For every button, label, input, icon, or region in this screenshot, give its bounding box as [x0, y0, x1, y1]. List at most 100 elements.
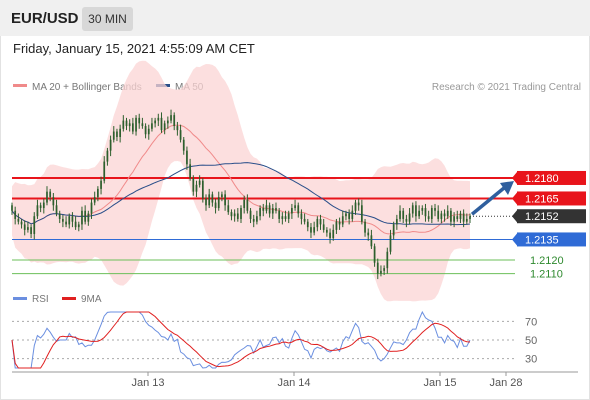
- candle-body: [112, 131, 115, 140]
- candle-body: [322, 224, 325, 230]
- candle-body: [434, 208, 436, 211]
- x-axis: Jan 13 Jan 14 Jan 15 Jan 28: [12, 371, 578, 389]
- candle-body: [284, 216, 287, 219]
- candle-body: [205, 198, 207, 206]
- candle-body: [211, 194, 214, 203]
- candle-body: [252, 218, 255, 222]
- credit-text: Research © 2021 Trading Central: [432, 82, 581, 93]
- candle-body: [227, 205, 230, 213]
- candle-body: [49, 191, 52, 198]
- candle-body: [469, 216, 471, 219]
- candle-body: [278, 210, 281, 219]
- candle-body: [453, 216, 455, 222]
- candle-body: [357, 202, 360, 206]
- header-bar: EUR/USD 30 MIN: [0, 0, 590, 36]
- candle-body: [303, 218, 306, 222]
- legend: MA 20 + Bollinger Bands MA 50 Research ©…: [13, 82, 581, 93]
- candle-body: [135, 117, 137, 132]
- level-labels: 1.2180 1.2165 1.2152 1.2135 1.2120 1.2110: [512, 170, 586, 281]
- candle-body: [294, 205, 296, 209]
- candle-body: [198, 180, 201, 185]
- candle-body: [373, 246, 376, 263]
- candle-body: [456, 216, 459, 219]
- candle-body: [316, 218, 319, 228]
- ma20-legend-label: MA 20 + Bollinger Bands: [32, 82, 142, 93]
- candle-body: [450, 210, 452, 222]
- candle-body: [259, 208, 261, 217]
- rsi-tick-50: 50: [525, 335, 537, 347]
- candle-body: [36, 205, 39, 217]
- candle-body: [275, 208, 277, 211]
- candle-body: [341, 216, 344, 225]
- candle-body: [141, 123, 144, 127]
- candle-body: [17, 218, 20, 222]
- timestamp: Friday, January 15, 2021 4:55:09 AM CET: [13, 41, 255, 56]
- forecast-arrow-head: [500, 180, 514, 195]
- level-label-1.2180: 1.2180: [525, 173, 559, 185]
- level-label-pointer-1.2135: [512, 233, 517, 246]
- candle-body: [221, 194, 223, 198]
- level-label-box-1.2152: [517, 209, 586, 224]
- candle-body: [125, 120, 128, 127]
- candle-body: [30, 227, 32, 234]
- candle-body: [147, 128, 150, 135]
- candle-body: [233, 213, 236, 217]
- candle-body: [326, 229, 328, 233]
- candle-body: [122, 120, 125, 129]
- level-label-1.2135: 1.2135: [525, 234, 559, 246]
- candle-body: [395, 218, 398, 225]
- level-label-box-1.2135: [517, 232, 586, 247]
- candle-body: [424, 208, 427, 217]
- candle-body: [154, 120, 156, 124]
- candle-body: [268, 205, 271, 214]
- candle-body: [224, 194, 226, 206]
- candle-body: [389, 235, 392, 252]
- candle-body: [14, 210, 17, 219]
- candle-body: [465, 218, 468, 222]
- candle-body: [262, 208, 265, 211]
- candle-body: [27, 227, 29, 230]
- candle-body: [246, 199, 249, 211]
- candle-body: [364, 221, 366, 233]
- candle-body: [11, 205, 13, 211]
- candle-body: [74, 221, 77, 228]
- candle-body: [77, 224, 80, 228]
- candle-body: [71, 216, 74, 222]
- rsi-ma-line: [11, 311, 471, 369]
- candle-body: [93, 197, 96, 203]
- candle-body: [192, 177, 195, 192]
- x-tick-label: Jan 15: [423, 377, 456, 389]
- ma20-legend-swatch: [13, 84, 27, 87]
- candle-body: [65, 221, 67, 225]
- candle-body: [109, 139, 112, 151]
- candle-body: [443, 213, 446, 217]
- candle-body: [87, 213, 90, 222]
- x-tick-label: Jan 13: [131, 377, 164, 389]
- level-label-1.2165: 1.2165: [525, 193, 559, 205]
- bollinger-band: [12, 60, 470, 302]
- candle-body: [446, 210, 449, 217]
- level-label-box-1.2165: [517, 191, 586, 206]
- forecast-arrow: [470, 180, 514, 216]
- candle-body: [386, 251, 389, 269]
- candle-body: [166, 120, 169, 124]
- candle-body: [319, 218, 322, 225]
- candle-body: [287, 213, 290, 219]
- candle-body: [354, 202, 357, 211]
- candle-body: [182, 139, 185, 151]
- candle-body: [163, 123, 166, 131]
- candle-body: [415, 205, 417, 217]
- rsi-legend: RSI 9MA: [13, 294, 102, 305]
- candle-body: [300, 213, 303, 219]
- candle-body: [249, 210, 252, 219]
- rsi-legend-label: RSI: [32, 294, 49, 305]
- candle-body: [281, 216, 284, 219]
- candle-body: [157, 117, 160, 121]
- candle-body: [195, 184, 198, 192]
- candle-body: [90, 202, 93, 214]
- candle-body: [42, 202, 45, 209]
- candle-body: [418, 210, 420, 217]
- timeframe-button[interactable]: 30 MIN: [82, 7, 133, 31]
- rsi-tick-30: 30: [525, 354, 537, 366]
- candle-body: [360, 205, 363, 222]
